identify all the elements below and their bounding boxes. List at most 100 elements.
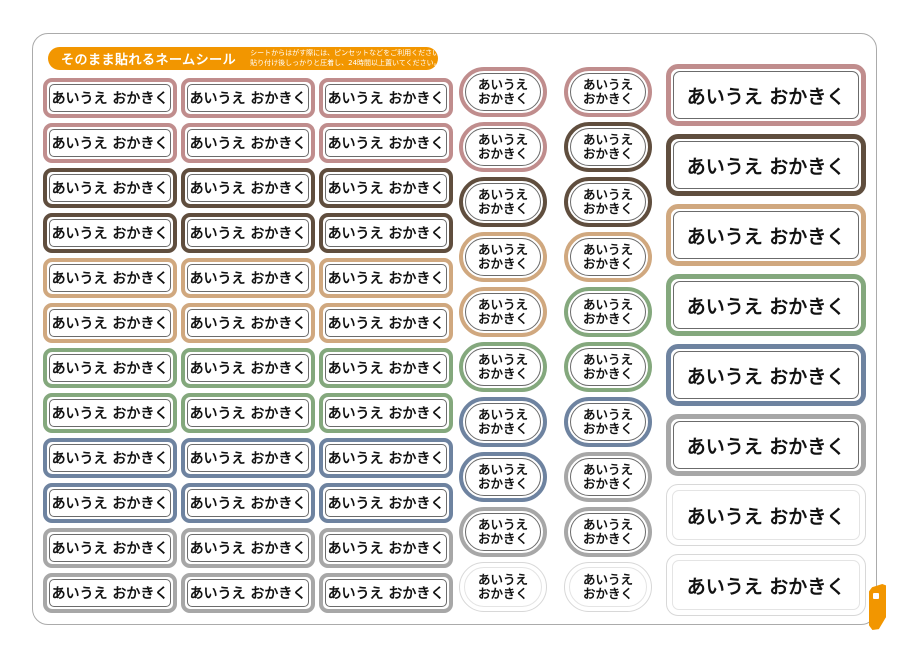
name-sticker-small-green: あいうえ おかきく [181, 348, 315, 388]
sticker-text: あいうえ おかきく [672, 490, 860, 540]
name-sticker-small-rose: あいうえ おかきく [181, 78, 315, 118]
name-sticker-large-brown: あいうえ おかきく [666, 134, 866, 196]
oval-labels-grid: あいうえ おかきく あいうえ おかきく あいうえ おかきく あいうえ おかきく あいうえ おかきく… [459, 67, 652, 612]
sticker-text: あいうえ おかきく [570, 513, 646, 551]
sticker-text: あいうえ おかきく [49, 129, 171, 157]
sticker-text: あいうえ おかきく [465, 128, 541, 166]
name-sticker-large-green: あいうえ おかきく [666, 274, 866, 336]
name-sticker-oval-gray: あいうえ おかきく [564, 452, 652, 502]
sticker-text: あいうえ おかきく [673, 351, 859, 399]
name-sticker-oval-white: あいうえ おかきく [564, 562, 652, 612]
sticker-text: あいうえ おかきく [673, 281, 859, 329]
sticker-text: あいうえ おかきく [570, 238, 646, 276]
usage-instructions: シートからはがす際には、ピンセットなどをご利用ください。 貼り付け後しっかりと圧… [250, 49, 446, 69]
name-sticker-oval-brown: あいうえ おかきく [564, 177, 652, 227]
name-sticker-oval-gray: あいうえ おかきく [459, 507, 547, 557]
name-sticker-oval-gray: あいうえ おかきく [564, 507, 652, 557]
name-sticker-small-brown: あいうえ おかきく [181, 168, 315, 208]
sticker-text: あいうえ おかきく [325, 309, 447, 337]
sticker-text: あいうえ おかきく [187, 84, 309, 112]
name-sticker-oval-tan: あいうえ おかきく [459, 287, 547, 337]
sticker-text: あいうえ おかきく [465, 293, 541, 331]
name-sticker-small-green: あいうえ おかきく [43, 348, 177, 388]
sticker-text: あいうえ おかきく [187, 174, 309, 202]
sticker-text: あいうえ おかきく [570, 458, 646, 496]
name-sticker-large-tan: あいうえ おかきく [666, 204, 866, 266]
sticker-text: あいうえ おかきく [187, 264, 309, 292]
name-sticker-oval-tan: あいうえ おかきく [459, 232, 547, 282]
sticker-text: あいうえ おかきく [49, 444, 171, 472]
name-sticker-small-rose: あいうえ おかきく [181, 123, 315, 163]
name-sticker-oval-green: あいうえ おかきく [564, 342, 652, 392]
name-sticker-oval-green: あいうえ おかきく [564, 287, 652, 337]
name-sticker-small-gray: あいうえ おかきく [181, 573, 315, 613]
sticker-sheet: そのまま貼れるネームシール シートからはがす際には、ピンセットなどをご利用くださ… [32, 33, 886, 630]
square-outline-icon [446, 51, 451, 66]
sticker-text: あいうえ おかきく [187, 129, 309, 157]
sticker-text: あいうえ おかきく [187, 489, 309, 517]
name-sticker-large-rose: あいうえ おかきく [666, 64, 866, 126]
sticker-text: あいうえ おかきく [49, 579, 171, 607]
sheet-title: そのまま貼れるネームシール [61, 53, 237, 68]
sticker-text: あいうえ おかきく [49, 219, 171, 247]
name-sticker-large-white: あいうえ おかきく [666, 554, 866, 616]
name-sticker-small-tan: あいうえ おかきく [319, 258, 453, 298]
name-sticker-small-brown: あいうえ おかきく [181, 213, 315, 253]
sticker-text: あいうえ おかきく [673, 211, 859, 259]
sticker-text: あいうえ おかきく [49, 489, 171, 517]
name-sticker-small-green: あいうえ おかきく [181, 393, 315, 433]
name-sticker-small-green: あいうえ おかきく [43, 393, 177, 433]
sticker-text: あいうえ おかきく [49, 399, 171, 427]
name-sticker-small-tan: あいうえ おかきく [319, 303, 453, 343]
name-sticker-oval-blue: あいうえ おかきく [564, 397, 652, 447]
name-sticker-small-brown: あいうえ おかきく [43, 168, 177, 208]
usage-instructions-line1: シートからはがす際には、ピンセットなどをご利用ください。 [250, 48, 447, 57]
sticker-text: あいうえ おかきく [464, 567, 542, 607]
name-sticker-small-blue: あいうえ おかきく [181, 483, 315, 523]
name-sticker-oval-tan: あいうえ おかきく [564, 232, 652, 282]
sticker-text: あいうえ おかきく [672, 560, 860, 610]
sticker-text: あいうえ おかきく [570, 293, 646, 331]
sticker-text: あいうえ おかきく [570, 403, 646, 441]
name-sticker-small-blue: あいうえ おかきく [319, 483, 453, 523]
sticker-text: あいうえ おかきく [49, 354, 171, 382]
name-sticker-small-tan: あいうえ おかきく [181, 303, 315, 343]
sticker-text: あいうえ おかきく [673, 421, 859, 469]
sticker-text: あいうえ おかきく [325, 174, 447, 202]
sticker-text: あいうえ おかきく [465, 458, 541, 496]
sticker-text: あいうえ おかきく [49, 534, 171, 562]
name-sticker-small-tan: あいうえ おかきく [43, 303, 177, 343]
header-bar: そのまま貼れるネームシール シートからはがす際には、ピンセットなどをご利用くださ… [48, 47, 451, 70]
sticker-text: あいうえ おかきく [465, 403, 541, 441]
name-sticker-oval-brown: あいうえ おかきく [459, 177, 547, 227]
sticker-text: あいうえ おかきく [187, 354, 309, 382]
name-sticker-large-gray: あいうえ おかきく [666, 414, 866, 476]
sticker-text: あいうえ おかきく [187, 534, 309, 562]
name-sticker-oval-brown: あいうえ おかきく [564, 122, 652, 172]
name-sticker-small-blue: あいうえ おかきく [181, 438, 315, 478]
name-sticker-small-green: あいうえ おかきく [319, 393, 453, 433]
sticker-text: あいうえ おかきく [465, 513, 541, 551]
sticker-text: あいうえ おかきく [570, 73, 646, 111]
name-sticker-small-blue: あいうえ おかきく [319, 438, 453, 478]
name-sticker-small-rose: あいうえ おかきく [319, 78, 453, 118]
sticker-text: あいうえ おかきく [325, 84, 447, 112]
name-sticker-small-rose: あいうえ おかきく [319, 123, 453, 163]
sticker-text: あいうえ おかきく [570, 348, 646, 386]
sticker-text: あいうえ おかきく [673, 71, 859, 119]
sticker-text: あいうえ おかきく [49, 264, 171, 292]
sticker-text: あいうえ おかきく [325, 219, 447, 247]
name-sticker-small-blue: あいうえ おかきく [43, 438, 177, 478]
name-sticker-small-gray: あいうえ おかきく [319, 528, 453, 568]
sticker-text: あいうえ おかきく [187, 219, 309, 247]
sticker-text: あいうえ おかきく [325, 129, 447, 157]
usage-instructions-line2: 貼り付け後しっかりと圧着し、24時間以上置いてください。 [250, 58, 441, 67]
sticker-text: あいうえ おかきく [325, 354, 447, 382]
name-sticker-small-rose: あいうえ おかきく [43, 78, 177, 118]
sticker-text: あいうえ おかきく [465, 183, 541, 221]
sticker-text: あいうえ おかきく [49, 84, 171, 112]
name-sticker-oval-green: あいうえ おかきく [459, 342, 547, 392]
name-sticker-small-green: あいうえ おかきく [319, 348, 453, 388]
name-sticker-small-tan: あいうえ おかきく [43, 258, 177, 298]
sticker-text: あいうえ おかきく [673, 141, 859, 189]
